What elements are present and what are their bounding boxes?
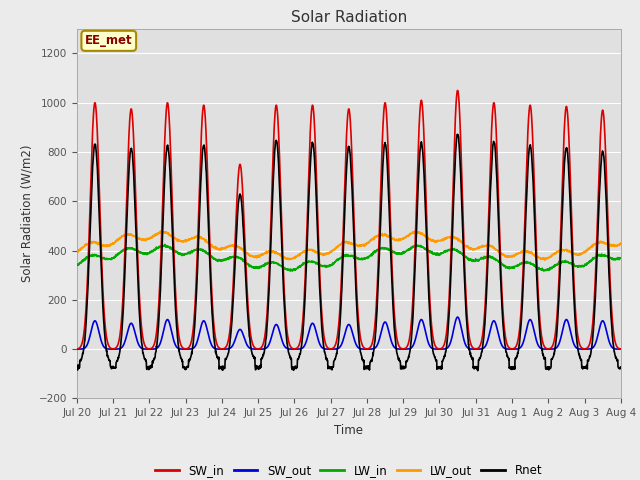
Text: EE_met: EE_met (85, 35, 132, 48)
X-axis label: Time: Time (334, 424, 364, 437)
Legend: SW_in, SW_out, LW_in, LW_out, Rnet: SW_in, SW_out, LW_in, LW_out, Rnet (151, 460, 547, 480)
Title: Solar Radiation: Solar Radiation (291, 10, 407, 25)
Y-axis label: Solar Radiation (W/m2): Solar Radiation (W/m2) (20, 145, 33, 282)
